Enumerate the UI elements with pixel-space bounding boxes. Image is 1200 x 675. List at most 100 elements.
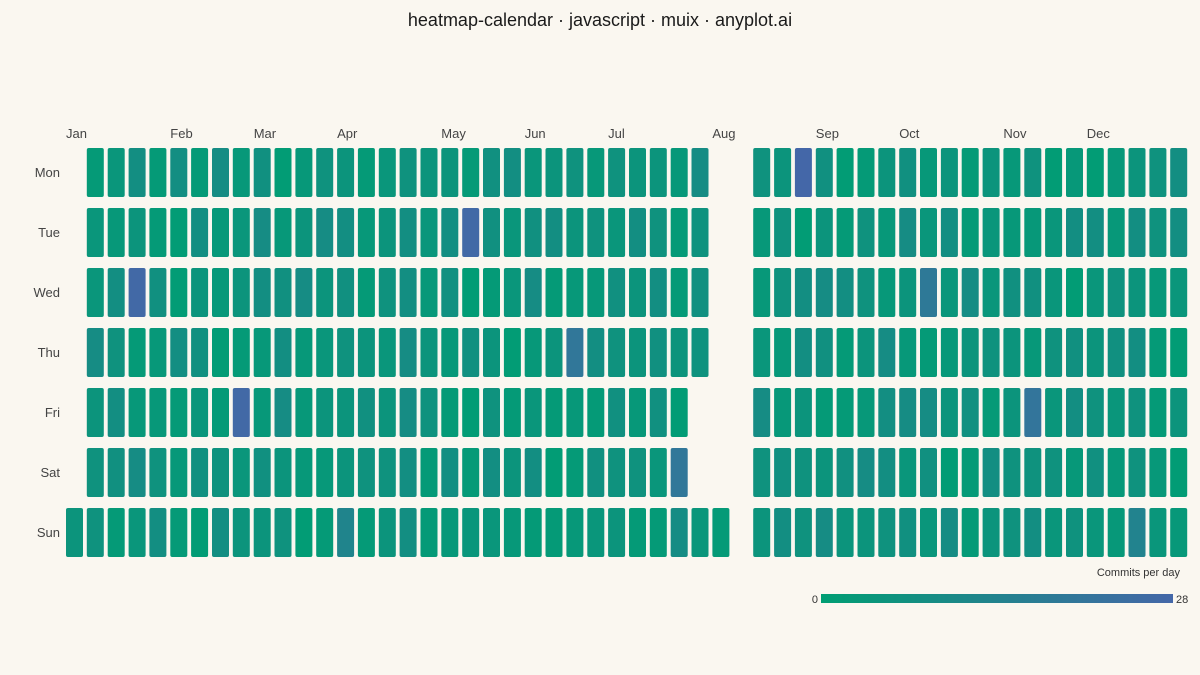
heatmap-cell xyxy=(774,328,792,377)
heatmap-cell xyxy=(691,328,709,377)
heatmap-cell xyxy=(524,208,542,257)
heatmap-cell xyxy=(86,508,104,557)
heatmap-cell xyxy=(107,508,125,557)
heatmap-cell xyxy=(316,508,334,557)
heatmap-cell xyxy=(1066,508,1083,557)
heatmap-cell xyxy=(253,148,271,197)
heatmap-cell xyxy=(1107,208,1125,257)
heatmap-cell xyxy=(940,508,958,557)
heatmap-cell xyxy=(815,208,833,257)
heatmap-cell xyxy=(629,208,646,257)
heatmap-cell xyxy=(212,268,229,317)
heatmap-cell xyxy=(961,448,979,497)
heatmap-cell xyxy=(378,448,396,497)
heatmap-cell xyxy=(295,508,313,557)
heatmap-cell xyxy=(441,448,459,497)
heatmap-cell xyxy=(1149,388,1167,437)
weekday-labels: Mon Tue Wed Thu Fri Sat Sun xyxy=(34,165,61,540)
heatmap-cell xyxy=(878,208,896,257)
heatmap-cell xyxy=(1086,328,1104,377)
heatmap-cell xyxy=(1066,268,1083,317)
legend-color-bar xyxy=(821,594,1173,603)
legend-title: Commits per day xyxy=(1097,567,1181,579)
heatmap-cell xyxy=(649,268,667,317)
heatmap-cell xyxy=(794,268,812,317)
heatmap-cell xyxy=(1024,328,1042,377)
month-label-nov: Nov xyxy=(1003,126,1027,141)
heatmap-cell xyxy=(107,448,125,497)
heatmap-cell xyxy=(149,328,167,377)
heatmap-cell xyxy=(899,268,917,317)
heatmap-cell xyxy=(940,268,958,317)
heatmap-cell xyxy=(587,448,605,497)
heatmap-cell xyxy=(503,508,521,557)
heatmap-cell xyxy=(1170,268,1188,317)
heatmap-cell xyxy=(545,448,563,497)
heatmap-cell xyxy=(691,508,709,557)
heatmap-cell xyxy=(1024,268,1042,317)
heatmap-cell xyxy=(316,148,334,197)
heatmap-cell xyxy=(503,148,521,197)
heatmap-cell xyxy=(295,208,313,257)
heatmap-cell xyxy=(1024,508,1042,557)
heatmap-cell xyxy=(794,388,812,437)
heatmap-cell xyxy=(274,508,292,557)
heatmap-cell xyxy=(1170,388,1188,437)
heatmap-cell xyxy=(753,208,771,257)
heatmap-cell xyxy=(1107,268,1125,317)
heatmap-cell xyxy=(503,268,521,317)
heatmap-cell xyxy=(337,448,355,497)
heatmap-cell xyxy=(462,268,480,317)
heatmap-cell xyxy=(1128,508,1146,557)
heatmap-cell xyxy=(670,148,688,197)
month-label-jun: Jun xyxy=(525,126,546,141)
heatmap-cell xyxy=(337,388,355,437)
heatmap-cell xyxy=(191,448,209,497)
heatmap-cell xyxy=(420,508,438,557)
heatmap-cell xyxy=(316,328,334,377)
heatmap-cell xyxy=(774,208,792,257)
heatmap-cell xyxy=(566,268,584,317)
heatmap-cell xyxy=(420,208,438,257)
heatmap-cell xyxy=(420,268,438,317)
heatmap-cell xyxy=(357,148,375,197)
heatmap-cell xyxy=(566,208,584,257)
heatmap-cell xyxy=(107,148,125,197)
heatmap-cell xyxy=(1128,148,1146,197)
heatmap-cell xyxy=(815,328,833,377)
heatmap-cell xyxy=(836,268,854,317)
heatmap-cell xyxy=(920,388,937,437)
heatmap-cell xyxy=(1003,448,1021,497)
heatmap-cell xyxy=(1024,148,1042,197)
heatmap-cell xyxy=(920,448,937,497)
heatmap-cell xyxy=(420,388,438,437)
heatmap-cell xyxy=(1024,448,1042,497)
heatmap-cell xyxy=(1024,388,1042,437)
month-labels: Jan Feb Mar Apr May Jun Jul Aug Sep Oct Nov Dec xyxy=(66,126,1110,141)
heatmap-cell xyxy=(1045,328,1063,377)
heatmap-cell xyxy=(420,328,438,377)
month-label-dec: Dec xyxy=(1087,126,1111,141)
heatmap-cell xyxy=(170,448,188,497)
weekday-label-thu: Thu xyxy=(38,345,60,360)
heatmap-cell xyxy=(878,508,896,557)
heatmap-cell xyxy=(940,448,958,497)
heatmap-cell xyxy=(587,388,605,437)
heatmap-cell xyxy=(86,328,104,377)
heatmap-cell xyxy=(1128,328,1146,377)
heatmap-cell xyxy=(857,388,875,437)
heatmap-cell xyxy=(629,268,646,317)
heatmap-cell xyxy=(170,208,188,257)
heatmap-cell xyxy=(940,328,958,377)
heatmap-cell xyxy=(128,148,146,197)
heatmap-cell xyxy=(524,148,542,197)
heatmap-cell xyxy=(524,388,542,437)
heatmap-cell xyxy=(378,508,396,557)
heatmap-cell xyxy=(836,448,854,497)
heatmap-cell xyxy=(774,388,792,437)
month-label-jul: Jul xyxy=(608,126,625,141)
heatmap-cell xyxy=(503,328,521,377)
heatmap-cell xyxy=(357,268,375,317)
heatmap-cell xyxy=(1045,268,1063,317)
